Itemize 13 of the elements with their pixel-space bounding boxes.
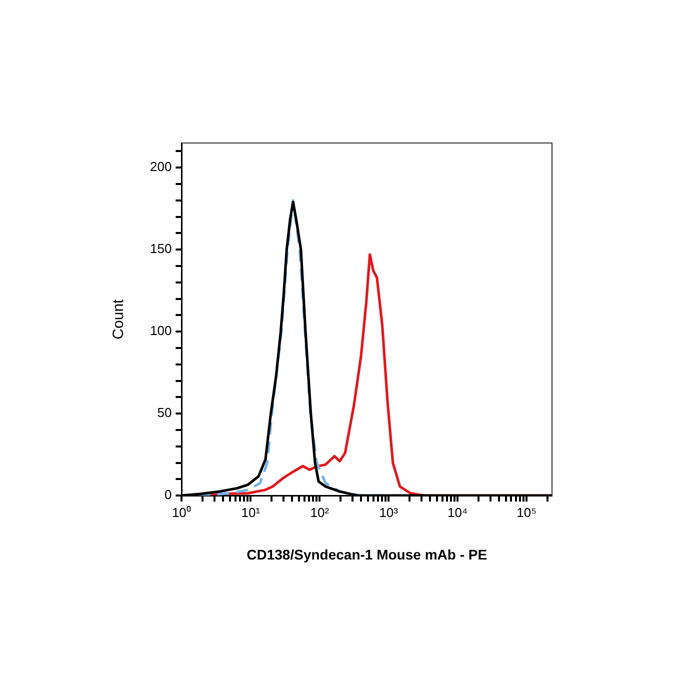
y-tick-label: 200 [150,159,172,174]
y-tick-label: 50 [157,405,172,420]
y-tick-label: 0 [164,487,172,502]
x-tick-label: 10⁴ [448,504,468,520]
x-tick-label: 10³ [379,504,399,520]
x-tick-label: 10⁵ [516,504,536,520]
x-tick-label: 10⁰ [172,504,192,520]
y-tick-label: 100 [150,323,172,338]
x-tick-label: 10¹ [241,504,261,520]
y-tick-label: 150 [150,241,172,256]
x-axis-title: CD138/Syndecan-1 Mouse mAb - PE [246,546,488,562]
y-axis-title: Count [110,298,128,340]
x-tick-label: 10² [310,504,330,520]
